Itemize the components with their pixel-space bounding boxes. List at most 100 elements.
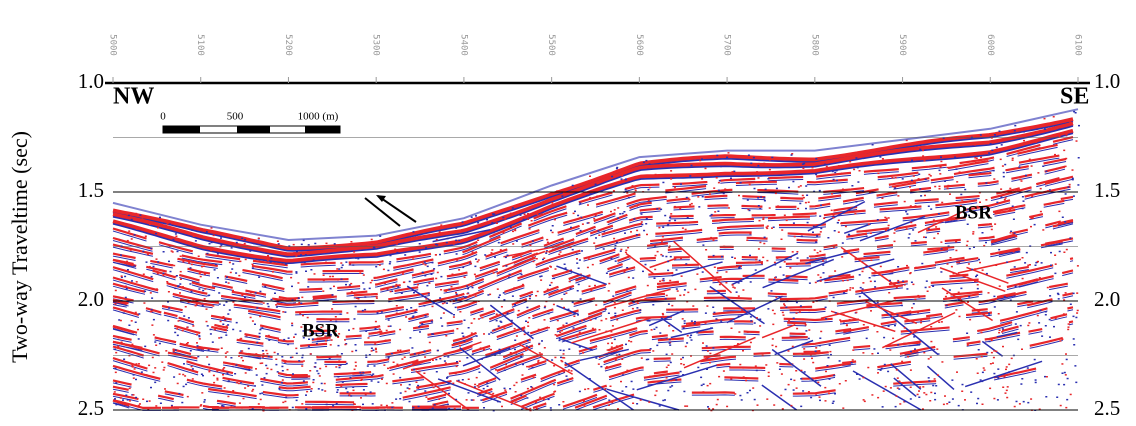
noise-dot <box>708 408 710 410</box>
noise-dot <box>232 290 234 292</box>
noise-dot <box>408 388 410 390</box>
noise-dot <box>298 297 300 299</box>
noise-dot <box>713 156 715 158</box>
noise-dot <box>958 262 960 264</box>
noise-dot <box>1066 399 1068 401</box>
noise-dot <box>964 399 966 401</box>
noise-dot <box>910 205 912 207</box>
noise-dot <box>371 239 373 241</box>
noise-dot <box>1022 196 1024 198</box>
noise-dot <box>996 240 998 242</box>
noise-dot <box>425 264 427 266</box>
noise-dot <box>226 301 228 303</box>
noise-dot <box>833 401 835 403</box>
noise-dot <box>220 337 222 339</box>
noise-dot <box>381 378 383 380</box>
noise-dot <box>761 263 763 265</box>
noise-dot <box>627 247 629 249</box>
noise-dot <box>426 314 428 316</box>
noise-dot <box>244 297 246 299</box>
noise-dot <box>339 367 341 369</box>
noise-dot <box>883 337 885 339</box>
noise-dot <box>340 386 342 388</box>
noise-dot <box>664 215 666 217</box>
noise-dot <box>598 203 600 205</box>
noise-dot <box>504 218 506 220</box>
noise-dot <box>501 406 503 408</box>
noise-dot <box>372 403 374 405</box>
noise-dot <box>625 252 627 254</box>
noise-dot <box>694 323 696 325</box>
noise-dot <box>650 348 652 350</box>
noise-dot <box>694 321 696 323</box>
noise-dot <box>1014 266 1016 268</box>
noise-dot <box>803 358 805 360</box>
noise-dot <box>764 200 766 202</box>
noise-dot <box>825 307 827 309</box>
noise-dot <box>792 346 794 348</box>
noise-dot <box>188 257 190 259</box>
noise-dot <box>446 377 448 379</box>
noise-dot <box>624 232 626 234</box>
noise-dot <box>1030 398 1032 400</box>
noise-dot <box>462 267 464 269</box>
noise-dot <box>687 335 689 337</box>
noise-dot <box>563 371 565 373</box>
noise-dot <box>918 397 920 399</box>
noise-dot <box>681 275 683 277</box>
noise-dot <box>660 209 662 211</box>
noise-dot <box>724 188 726 190</box>
noise-dot <box>1075 382 1077 384</box>
noise-dot <box>291 323 293 325</box>
noise-dot <box>376 297 378 299</box>
noise-dot <box>1059 136 1061 138</box>
noise-dot <box>1050 252 1052 254</box>
noise-dot <box>287 344 289 346</box>
noise-dot <box>882 158 884 160</box>
noise-dot <box>866 236 868 238</box>
noise-dot <box>1054 154 1056 156</box>
noise-dot <box>1020 383 1022 385</box>
noise-dot <box>604 389 606 391</box>
noise-dot <box>148 365 150 367</box>
noise-dot <box>164 273 166 275</box>
noise-dot <box>1006 397 1008 399</box>
noise-dot <box>723 370 725 372</box>
noise-dot <box>229 262 231 264</box>
noise-dot <box>416 359 418 361</box>
noise-dot <box>541 213 543 215</box>
noise-dot <box>951 379 953 381</box>
noise-dot <box>643 230 645 232</box>
noise-dot <box>1072 179 1074 181</box>
noise-dot <box>416 382 418 384</box>
noise-dot <box>503 232 505 234</box>
noise-dot <box>1058 384 1060 386</box>
noise-dot <box>543 258 545 260</box>
noise-dot <box>551 282 553 284</box>
noise-dot <box>1061 363 1063 365</box>
noise-dot <box>414 353 416 355</box>
noise-dot <box>115 368 117 370</box>
noise-dot <box>341 353 343 355</box>
noise-dot <box>1073 338 1075 340</box>
noise-dot <box>883 390 885 392</box>
noise-dot <box>270 257 272 259</box>
noise-dot <box>444 360 446 362</box>
noise-dot <box>135 322 137 324</box>
noise-dot <box>939 170 941 172</box>
noise-dot <box>146 261 148 263</box>
noise-dot <box>508 277 510 279</box>
noise-dot <box>336 403 338 405</box>
noise-dot <box>488 333 490 335</box>
noise-dot <box>621 175 623 177</box>
noise-dot <box>610 258 612 260</box>
noise-dot <box>741 399 743 401</box>
noise-dot <box>823 218 825 220</box>
noise-dot <box>806 195 808 197</box>
noise-dot <box>929 400 931 402</box>
noise-dot <box>682 318 684 320</box>
noise-dot <box>877 219 879 221</box>
noise-dot <box>802 354 804 356</box>
noise-dot <box>587 388 589 390</box>
noise-dot <box>456 253 458 255</box>
